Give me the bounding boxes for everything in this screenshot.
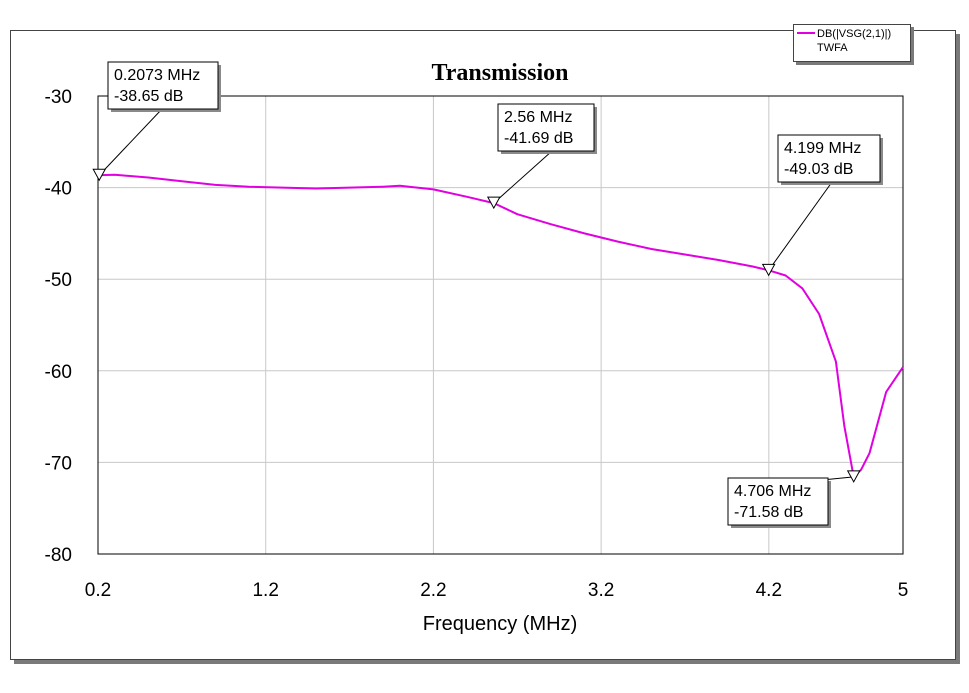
marker-leader-line: [98, 108, 163, 176]
x-tick-label: 5: [898, 580, 909, 601]
marker-box: [727, 477, 829, 526]
marker-leaders: [98, 108, 854, 481]
y-tick-label: -70: [45, 453, 72, 474]
x-tick-label: 4.2: [756, 580, 782, 601]
marker-triangle: [761, 263, 776, 277]
series-line: [97, 173, 904, 478]
marker-frequency-label: 2.56 MHz: [504, 109, 572, 126]
legend-entry: DB(|VSG(2,1)|) TWFA: [797, 28, 891, 54]
marker-triangle: [92, 168, 107, 182]
y-tick-label: -40: [45, 179, 72, 200]
marker-box: [107, 61, 219, 110]
marker-frequency-label: 0.2073 MHz: [114, 67, 200, 84]
y-tick-label: -50: [45, 270, 72, 291]
marker-box: [777, 134, 881, 183]
marker-value-label: -49.03 dB: [784, 161, 853, 178]
marker-leader-line: [493, 150, 553, 204]
series-layer: [97, 173, 904, 478]
x-tick-label: 2.2: [420, 580, 446, 601]
marker-triangle: [846, 470, 861, 483]
legend-box: [793, 24, 911, 62]
legend-series-name: DB(|VSG(2,1)|): [817, 28, 891, 40]
marker-frequency-label: 4.199 MHz: [784, 140, 861, 157]
marker-value-label: -41.69 dB: [504, 130, 573, 147]
marker-value-label: -38.65 dB: [114, 88, 183, 105]
marker-frequency-label: 4.706 MHz: [734, 483, 811, 500]
marker-leader-line: [768, 181, 833, 271]
marker-box: [497, 103, 595, 152]
x-tick-label: 0.2: [85, 580, 111, 601]
tick-labels: 0.2 1.2 2.2 3.2 4.2 5 -30 -40 -50 -60 -70 -80: [45, 87, 909, 601]
x-tick-label: 3.2: [588, 580, 614, 601]
x-tick-label: 1.2: [252, 580, 278, 601]
marker-triangle: [486, 196, 501, 210]
marker-value-label: -71.58 dB: [734, 504, 803, 521]
plot-border: [97, 95, 904, 555]
chart-title: Transmission: [432, 60, 569, 86]
y-tick-label: -60: [45, 362, 72, 383]
legend-subtitle: TWFA: [817, 42, 848, 54]
marker-layer: 0.2073 MHz -38.65 dB 2.56 MHz -41.69 dB 4.19…: [92, 61, 883, 528]
y-tick-label: -30: [45, 87, 72, 108]
x-axis-label: Frequency (MHz): [423, 613, 577, 635]
y-tick-label: -80: [45, 545, 72, 566]
